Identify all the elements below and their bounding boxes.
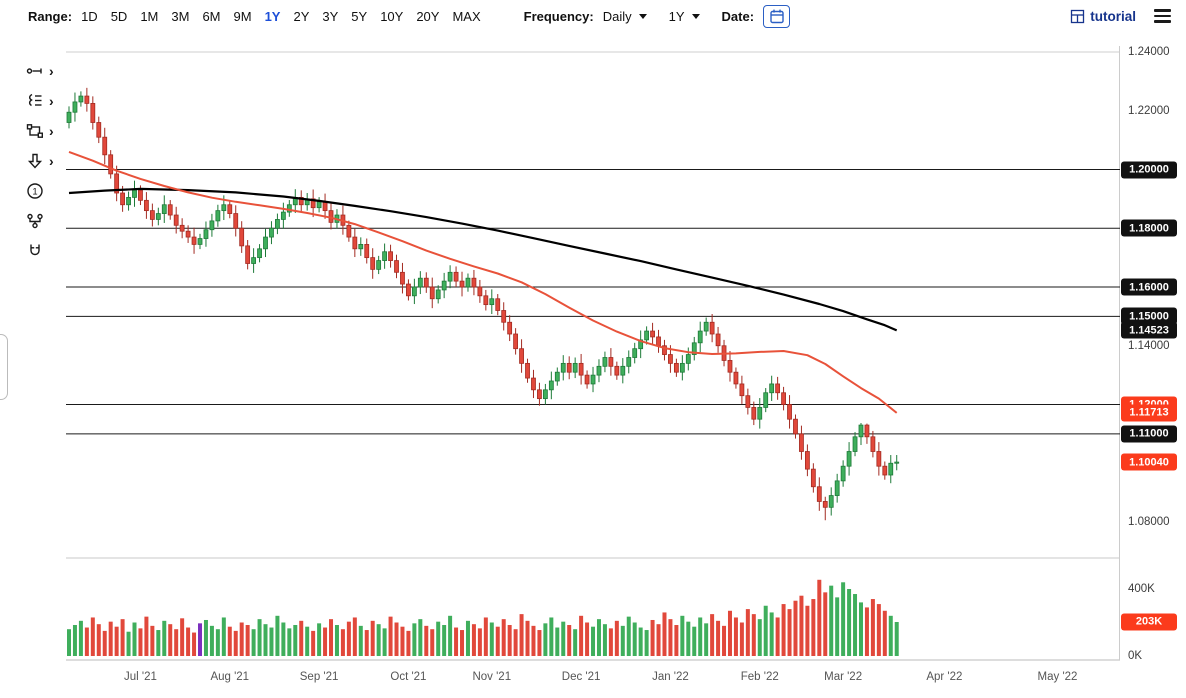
x-axis-label: Dec '21 [562,671,601,683]
menu-button[interactable] [1151,6,1174,26]
x-axis-label: Apr '22 [926,671,962,683]
price-axis: 1.24000 1.22000 1.14000 1.08000 1.20000 1.180… [1120,32,1186,698]
chart-area: › › › › 1 Jul '21 Aug '21 Sep '21 Oct '21 Nov '2… [0,32,1186,698]
price-badge: 1.14523 [1121,321,1177,339]
price-badge: 1.15000 [1121,307,1177,325]
frequency-value: Daily [602,8,632,24]
x-axis-label: Feb '22 [741,671,779,683]
price-badge: 203K [1121,613,1177,631]
price-badge: 1.11713 [1121,404,1177,422]
indicators-icon [28,93,42,107]
magnet-tool[interactable] [0,236,64,266]
price-badge: 1.20000 [1121,161,1177,178]
frequency-select[interactable]: Daily [603,9,647,24]
price-axis-label: 1.22000 [1128,104,1170,117]
range-2y[interactable]: 2Y [293,8,310,24]
range-1m[interactable]: 1M [140,8,159,24]
price-chart[interactable]: Jul '21 Aug '21 Sep '21 Oct '21 Nov '21 Dec '… [66,32,1120,698]
slow-ma-line [68,187,898,332]
range-6m[interactable]: 6M [202,8,221,24]
x-axis-label: Jan '22 [652,671,689,683]
price-badge: 1.10040 [1121,453,1177,471]
shapes-tool[interactable]: › [0,116,64,146]
x-axis-label: Oct '21 [390,671,426,683]
x-axis-labels: Jul '21 Aug '21 Sep '21 Oct '21 Nov '21 Dec '… [124,671,1077,683]
range-1d[interactable]: 1D [81,8,98,24]
price-badge: 1.11000 [1121,425,1177,443]
top-toolbar: Range: 1D 5D 1M 3M 6M 9M 1Y 2Y 3Y 5Y 10Y 20Y MAX Fre… [0,0,1186,32]
arrow-tool[interactable]: › [0,146,64,176]
tutorial-link[interactable]: tutorial [1070,9,1136,24]
shapes-icon [26,124,44,138]
chevron-down-icon [638,13,647,19]
x-axis-label: Sep '21 [300,671,339,683]
chevron-right-icon: › [49,153,54,169]
price-axis-label: 0K [1128,650,1143,662]
draw-tools: › › › › 1 [0,56,64,266]
x-axis-label: Jul '21 [124,671,157,683]
calendar-icon [769,9,784,24]
range-10y[interactable]: 10Y [380,8,404,24]
range-20y[interactable]: 20Y [416,8,440,24]
x-axis-label: Mar '22 [824,671,862,683]
price-badge: 1.16000 [1121,278,1177,296]
magnet-icon [30,244,40,256]
chevron-down-icon [691,13,700,19]
price-axis-label: 400K [1128,583,1155,595]
arrow-down-icon [27,153,43,169]
chevron-right-icon: › [49,93,54,109]
gridlines [66,46,1120,661]
left-panel-handle[interactable] [0,334,8,400]
volume-bars [67,579,899,656]
frequency-label: Frequency: [523,8,594,24]
duration-value: 1Y [668,8,685,24]
range-9m[interactable]: 9M [233,8,252,24]
annotation-tool[interactable]: 1 [0,176,64,206]
circled-one-icon: 1 [27,183,43,199]
range-5d[interactable]: 5D [110,8,128,24]
svg-text:1: 1 [32,186,37,197]
chevron-right-icon: › [49,123,54,139]
x-axis-label: May '22 [1038,671,1078,683]
range-5y[interactable]: 5Y [351,8,368,24]
tutorial-label: tutorial [1090,8,1136,24]
price-axis-label: 1.24000 [1128,46,1170,58]
connectors-icon [27,213,43,229]
x-axis-label: Nov '21 [472,671,511,683]
price-badge: 1.18000 [1121,219,1177,237]
fast-ma-line [68,150,898,414]
range-buttons: 1D 5D 1M 3M 6M 9M 1Y 2Y 3Y 5Y 10Y 20Y MAX [81,7,494,26]
connectors-tool[interactable] [0,206,64,236]
tutorial-icon [1071,9,1085,23]
date-label: Date: [721,8,755,24]
indicators-tool[interactable]: › [0,86,64,116]
candles-layer [66,87,900,521]
duration-select[interactable]: 1Y [669,9,700,24]
range-3m[interactable]: 3M [171,8,190,24]
range-3y[interactable]: 3Y [322,8,339,24]
range-1y[interactable]: 1Y [264,8,281,24]
price-axis-label: 1.14000 [1128,339,1170,352]
measure-icon [26,68,42,74]
toolbar-right: tutorial [1070,6,1174,26]
measure-tool[interactable]: › [0,56,64,86]
range-max[interactable]: MAX [452,8,481,24]
x-axis-label: Aug '21 [210,671,249,683]
range-label: Range: [28,8,73,24]
price-axis-label: 1.08000 [1128,516,1170,528]
chevron-right-icon: › [49,63,54,79]
date-picker-button[interactable] [763,4,791,28]
